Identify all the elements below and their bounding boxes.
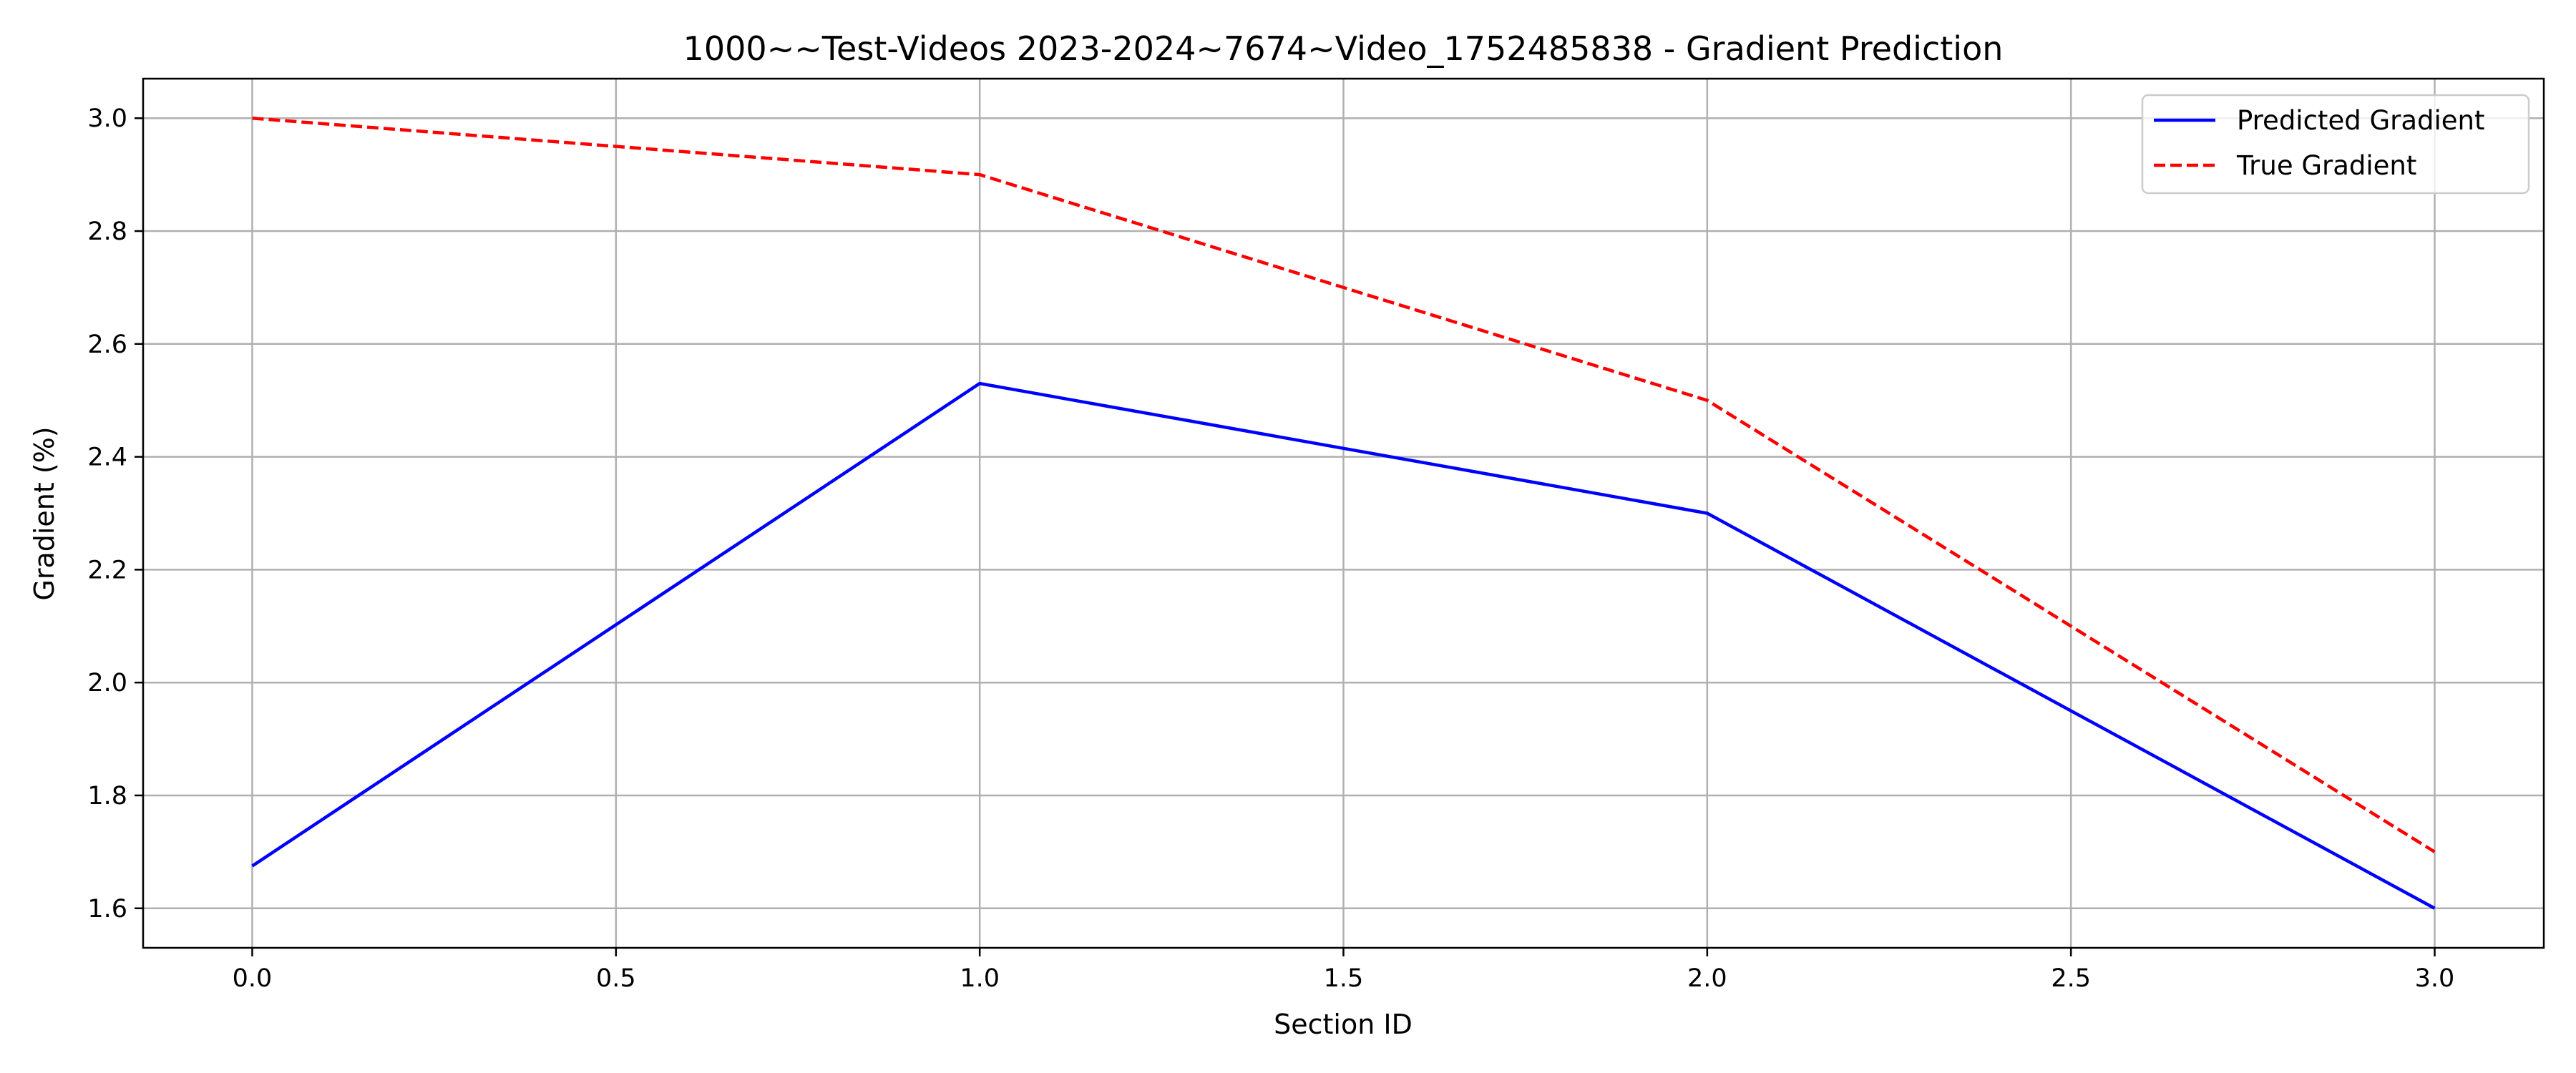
x-tick-label: 2.0 — [1687, 964, 1727, 993]
y-tick-label: 2.8 — [87, 217, 127, 246]
series-line-predicted-gradient — [251, 381, 2436, 910]
legend-label-predicted: Predicted Gradient — [2237, 105, 2485, 136]
chart-title: 1000~~Test-Videos 2023-2024~7674~Video_1… — [683, 29, 2004, 68]
y-tick-label: 1.6 — [87, 895, 127, 923]
series-lines — [251, 116, 2436, 910]
y-axis-label: Gradient (%) — [29, 426, 60, 600]
y-tick-label: 2.6 — [87, 330, 127, 359]
y-tick-label: 2.2 — [87, 556, 127, 584]
x-axis-label: Section ID — [1274, 1009, 1413, 1040]
legend-label-true: True Gradient — [2236, 150, 2416, 181]
x-tick-label: 0.0 — [233, 964, 273, 993]
legend-frame — [2141, 94, 2530, 195]
grid — [143, 79, 2544, 948]
series-line-true-gradient — [252, 116, 2436, 853]
x-tick-label: 1.5 — [1324, 964, 1364, 993]
y-tick-label: 3.0 — [87, 104, 127, 133]
axis-ticks: 0.0 0.5 1.0 1.5 2.0 2.5 3.0 1.6 1.8 2.0 2.2 2.4 2.6 2… — [87, 104, 2454, 993]
legend: Predicted Gradient True Gradient — [2141, 94, 2530, 195]
x-tick-label: 0.5 — [596, 964, 636, 993]
x-tick-label: 1.0 — [960, 964, 1000, 993]
x-tick-label: 2.5 — [2051, 964, 2091, 993]
x-tick-label: 3.0 — [2415, 964, 2455, 993]
y-tick-label: 1.8 — [87, 782, 127, 810]
y-tick-label: 2.4 — [87, 444, 127, 472]
y-tick-label: 2.0 — [87, 669, 127, 697]
